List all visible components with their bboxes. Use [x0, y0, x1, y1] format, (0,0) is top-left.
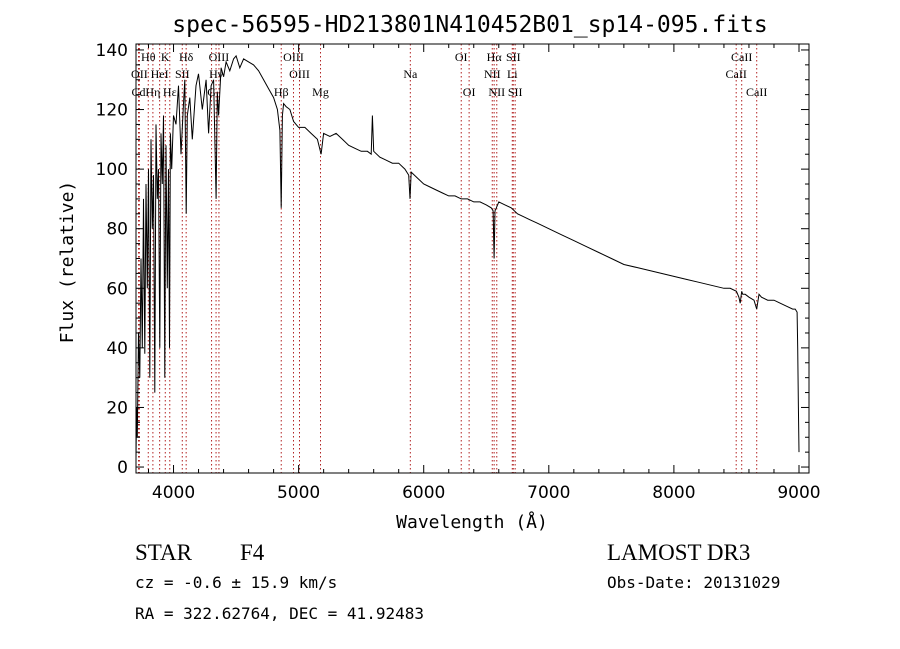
y-tick-label: 0	[117, 458, 128, 478]
y-tick-label: 40	[106, 339, 128, 359]
line-label: Hα	[487, 50, 503, 64]
line-label: OIII	[283, 50, 304, 64]
line-label: HeI	[151, 67, 169, 81]
line-label: NII	[484, 67, 501, 81]
x-tick-label: 6000	[402, 483, 445, 503]
emission-line-markers	[138, 44, 758, 473]
line-label: Hθ	[141, 50, 156, 64]
x-tick-label: 7000	[527, 483, 570, 503]
line-label: K	[161, 50, 170, 64]
line-label: Li	[507, 67, 518, 81]
y-axis-label: Flux (relative)	[57, 181, 78, 344]
survey-name: LAMOST DR3	[607, 540, 750, 565]
sky-coordinates: RA = 322.62764, DEC = 41.92483	[135, 604, 424, 623]
line-label: Na	[403, 67, 418, 81]
x-axis: 4000 5000 6000 7000 8000 9000	[148, 44, 821, 503]
x-tick-label: 9000	[777, 483, 820, 503]
line-label: Hβ	[274, 85, 289, 99]
y-axis: 0 20 40 60 80 100 120 140	[96, 41, 809, 478]
y-tick-label: 80	[106, 220, 128, 240]
y-tick-label: 20	[106, 398, 128, 418]
line-label: OII	[131, 67, 148, 81]
line-label: SII	[508, 85, 523, 99]
line-label: CaII	[731, 50, 752, 64]
x-tick-label: 4000	[152, 483, 195, 503]
line-label: SII	[175, 67, 190, 81]
line-label: OIII	[209, 50, 230, 64]
x-tick-label: 5000	[277, 483, 320, 503]
line-label: OI	[463, 85, 476, 99]
line-label: NII	[488, 85, 505, 99]
line-label: Hε	[163, 85, 177, 99]
observation-date: Obs-Date: 20131029	[607, 573, 780, 592]
line-label: CaII	[726, 67, 747, 81]
y-tick-label: 100	[96, 160, 128, 180]
y-tick-label: 120	[96, 101, 128, 121]
redshift-velocity: cz = -0.6 ± 15.9 km/s	[135, 573, 337, 592]
x-axis-label: Wavelength (Å)	[396, 511, 548, 533]
line-label: Cd	[131, 85, 145, 99]
object-subclass: F4	[240, 540, 265, 565]
line-label: Mg	[312, 85, 329, 99]
line-label: G	[207, 85, 216, 99]
line-label: Hη	[145, 85, 160, 99]
spectrum-series-line	[135, 54, 800, 459]
line-label: SII	[506, 50, 521, 64]
x-tick-label: 8000	[652, 483, 695, 503]
y-tick-label: 60	[106, 279, 128, 299]
line-label: CaII	[746, 85, 767, 99]
line-label: Hδ	[179, 50, 194, 64]
line-label: OI	[455, 50, 468, 64]
y-tick-label: 140	[96, 41, 128, 61]
line-label: Hγ	[209, 67, 224, 81]
plot-frame	[135, 43, 810, 474]
chart-title: spec-56595-HD213801N410452B01_sp14-095.f…	[172, 12, 767, 38]
object-class: STAR	[135, 540, 193, 565]
line-label: OIII	[289, 67, 310, 81]
